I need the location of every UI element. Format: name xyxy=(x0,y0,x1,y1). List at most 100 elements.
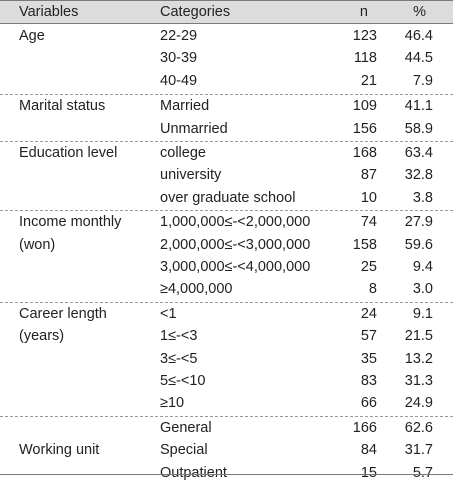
percent-cell: 46.4 xyxy=(404,28,433,44)
table-row: 30-39 118 44.5 xyxy=(0,47,453,69)
category-cell: college xyxy=(160,145,206,161)
header-variables: Variables xyxy=(19,4,79,20)
n-cell: 10 xyxy=(360,189,377,206)
header-percent: % xyxy=(413,4,426,20)
category-cell: 1≤-<3 xyxy=(160,328,198,345)
variable-label: Marital status xyxy=(19,98,106,115)
percent-cell: 41.1 xyxy=(404,98,433,115)
category-cell: ≥4,000,000 xyxy=(160,281,233,298)
table-row: 3,000,000≤-<4,000,000 25 9.4 xyxy=(0,256,453,278)
table-row: 5≤-<10 83 31.3 xyxy=(0,370,453,392)
table-row: Education level college 168 63.4 xyxy=(0,142,453,164)
n-cell: 8 xyxy=(368,281,377,298)
percent-cell: 62.6 xyxy=(404,419,433,436)
table-group: Marital status Married 109 41.1 Unmarried 156… xyxy=(0,94,453,140)
table-row: ≥4,000,000 8 3.0 xyxy=(0,278,453,300)
table-row: (years) 1≤-<3 57 21.5 xyxy=(0,325,453,347)
n-cell: 87 xyxy=(360,167,377,184)
percent-cell: 44.5 xyxy=(404,50,433,67)
percent-cell: 21.5 xyxy=(404,328,433,345)
variable-label: Income monthly xyxy=(19,214,122,231)
percent-cell: 9.1 xyxy=(412,305,433,322)
table-row: Marital status Married 109 41.1 xyxy=(0,95,453,117)
percent-cell: 31.3 xyxy=(404,372,433,389)
n-cell: 57 xyxy=(360,328,377,345)
n-cell: 35 xyxy=(360,350,377,367)
n-cell: 118 xyxy=(353,50,377,67)
percent-cell: 3.0 xyxy=(412,281,433,298)
table-row: 3≤-<5 35 13.2 xyxy=(0,348,453,370)
percent-cell: 27.9 xyxy=(404,214,433,231)
n-cell: 66 xyxy=(360,395,377,412)
n-cell: 123 xyxy=(352,28,377,44)
n-cell: 21 xyxy=(360,72,377,89)
category-cell: 22-29 xyxy=(160,28,198,44)
percent-cell: 13.2 xyxy=(404,350,433,367)
category-cell: 3,000,000≤-<4,000,000 xyxy=(160,258,311,275)
n-cell: 109 xyxy=(352,98,377,115)
table-row: (won) 2,000,000≤-<3,000,000 158 59.6 xyxy=(0,234,453,256)
table-group: Age 22-29 123 46.4 30-39 118 44.5 40-49 21 7.9 xyxy=(0,25,453,92)
variable-label: Career length xyxy=(19,305,107,322)
n-cell: 24 xyxy=(360,305,377,322)
table-group: General 166 62.6 Working unit Special 84 31.7 O… xyxy=(0,415,453,484)
category-cell: ≥10 xyxy=(160,395,185,412)
n-cell: 166 xyxy=(352,419,377,436)
category-cell: Unmarried xyxy=(160,120,228,137)
n-cell: 25 xyxy=(360,258,377,275)
header-categories: Categories xyxy=(160,4,231,20)
n-cell: 156 xyxy=(352,120,377,137)
table-group: Education level college 168 63.4 university 8… xyxy=(0,141,453,209)
header-n: n xyxy=(359,4,368,20)
category-cell: Special xyxy=(160,442,208,459)
n-cell: 84 xyxy=(360,442,377,459)
percent-cell: 32.8 xyxy=(404,167,433,184)
percent-cell: 3.8 xyxy=(412,189,433,206)
variable-label: Age xyxy=(19,28,45,44)
table-row: Income monthly 1,000,000≤-<2,000,000 74 27.… xyxy=(0,211,453,233)
table-row: Working unit Special 84 31.7 xyxy=(0,439,453,461)
variable-label: Education level xyxy=(19,145,118,161)
table-row: university 87 32.8 xyxy=(0,164,453,186)
percent-cell: 58.9 xyxy=(404,120,433,137)
percent-cell: 7.9 xyxy=(412,72,433,89)
variable-label: (years) xyxy=(19,328,65,345)
table-row: ≥10 66 24.9 xyxy=(0,392,453,414)
percent-cell: 9.4 xyxy=(412,258,433,275)
table-header-row: Variables Categories n % xyxy=(0,0,453,24)
percent-cell: 5.7 xyxy=(412,464,433,481)
percent-cell: 24.9 xyxy=(404,395,433,412)
table-row: Outpatient 15 5.7 xyxy=(0,462,453,484)
category-cell: 30-39 xyxy=(160,50,198,67)
table-group: Income monthly 1,000,000≤-<2,000,000 74 27.… xyxy=(0,210,453,301)
category-cell: Outpatient xyxy=(160,464,227,481)
category-cell: <1 xyxy=(160,305,177,322)
table-row: over graduate school 10 3.8 xyxy=(0,187,453,209)
table-row: Career length <1 24 9.1 xyxy=(0,303,453,325)
variable-label: (won) xyxy=(19,236,56,253)
category-cell: Married xyxy=(160,98,210,115)
category-cell: university xyxy=(160,167,222,184)
table-row: Age 22-29 123 46.4 xyxy=(0,25,453,47)
table-row: Unmarried 156 58.9 xyxy=(0,118,453,140)
n-cell: 168 xyxy=(352,145,377,161)
category-cell: 1,000,000≤-<2,000,000 xyxy=(160,214,311,231)
category-cell: over graduate school xyxy=(160,189,296,206)
n-cell: 15 xyxy=(360,464,377,481)
table-group: Career length <1 24 9.1 (years) 1≤-<3 57 21.5 3≤… xyxy=(0,301,453,415)
percent-cell: 59.6 xyxy=(404,236,433,253)
table-row: General 166 62.6 xyxy=(0,417,453,439)
n-cell: 74 xyxy=(360,214,377,231)
category-cell: 5≤-<10 xyxy=(160,372,206,389)
category-cell: General xyxy=(160,419,212,436)
n-cell: 83 xyxy=(360,372,377,389)
percent-cell: 31.7 xyxy=(404,442,433,459)
category-cell: 2,000,000≤-<3,000,000 xyxy=(160,236,311,253)
category-cell: 40-49 xyxy=(160,72,198,89)
variable-label: Working unit xyxy=(19,442,100,459)
percent-cell: 63.4 xyxy=(404,145,433,161)
n-cell: 158 xyxy=(352,236,377,253)
table-row: 40-49 21 7.9 xyxy=(0,70,453,92)
category-cell: 3≤-<5 xyxy=(160,350,198,367)
